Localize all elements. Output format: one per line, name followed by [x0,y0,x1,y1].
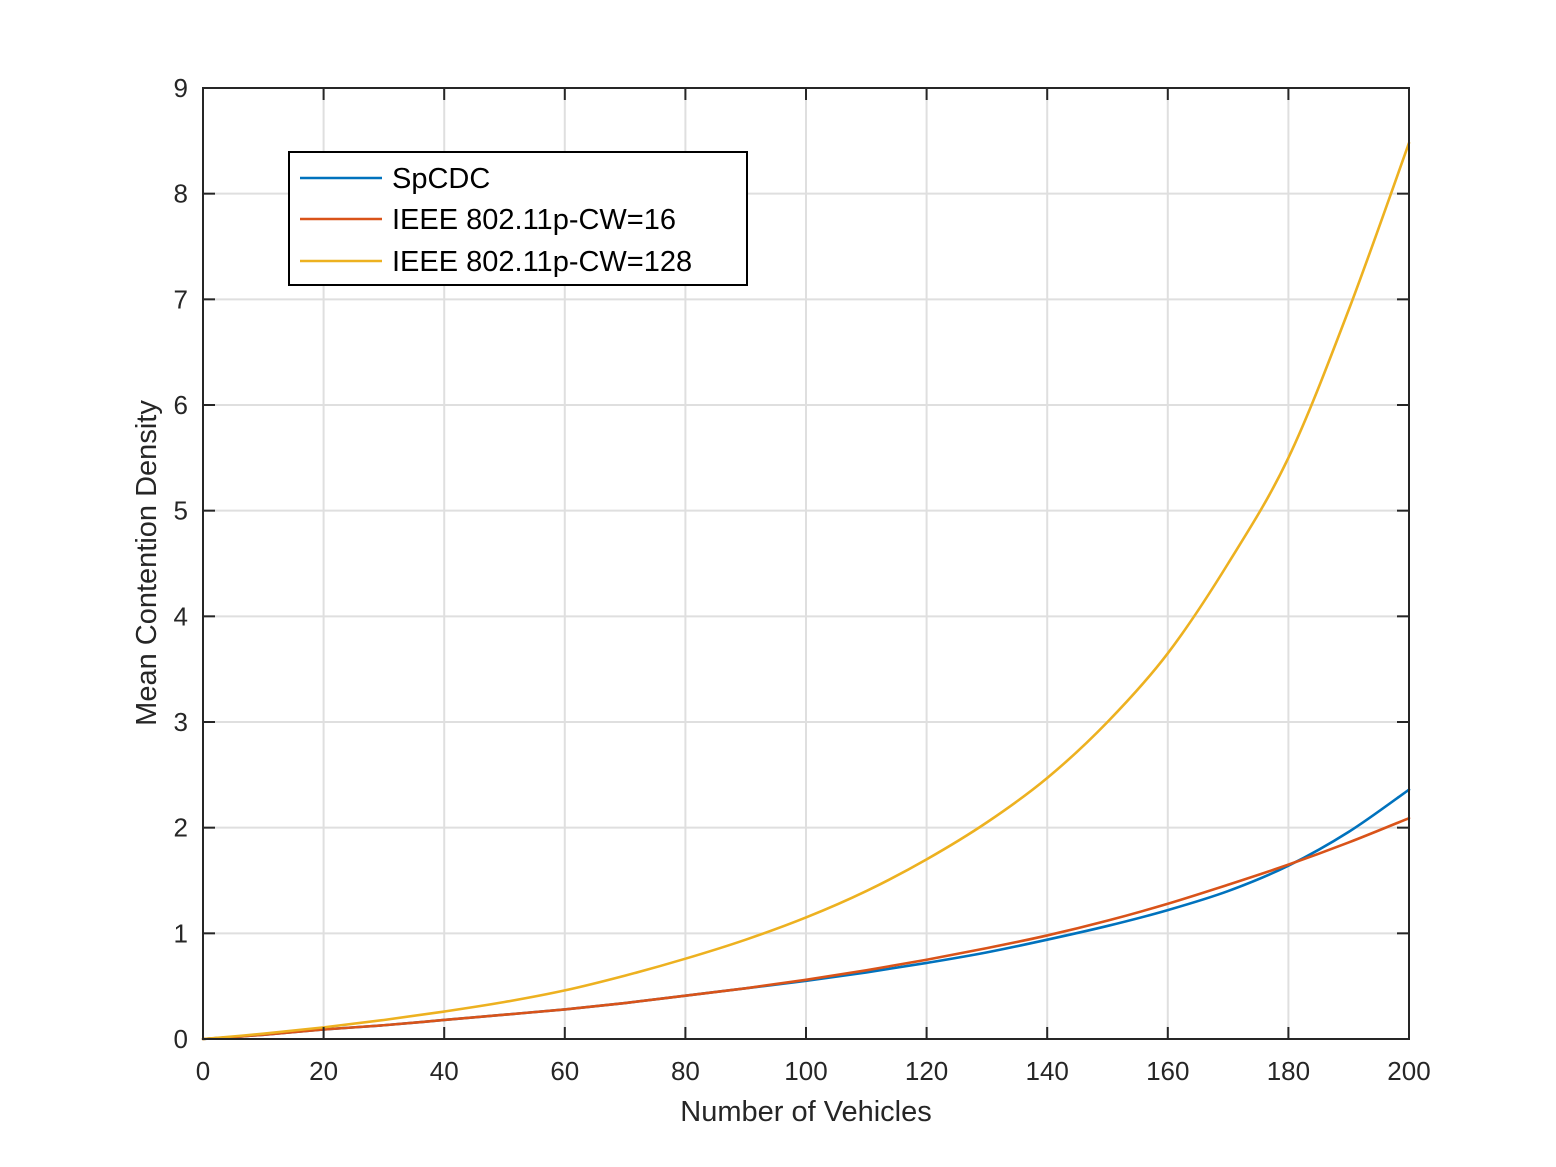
x-tick-label: 200 [1387,1056,1430,1086]
series-line-cw128 [201,141,1411,1041]
x-tick-label: 60 [550,1056,579,1086]
x-tick-label: 20 [309,1056,338,1086]
y-axis-label: Mean Contention Density [131,400,163,726]
y-tick-label: 0 [174,1024,188,1054]
tick-marks [202,87,1410,1040]
legend-label-spcdc: SpCDC [392,163,490,195]
y-tick-label: 7 [174,284,188,314]
y-tick-label: 3 [174,707,188,737]
y-tick-label: 8 [174,179,188,209]
y-tick-label: 9 [174,73,188,103]
x-tick-label: 180 [1267,1056,1310,1086]
x-tick-label: 140 [1026,1056,1069,1086]
x-tick-label: 120 [905,1056,948,1086]
x-tick-label: 0 [196,1056,210,1086]
y-tick-label: 1 [174,918,188,948]
x-axis-label: Number of Vehicles [680,1096,931,1128]
y-tick-labels: 0 1 2 3 4 5 6 7 8 9 [174,73,188,1054]
series-lines [201,141,1411,1041]
x-tick-label: 100 [784,1056,827,1086]
y-tick-label: 2 [174,813,188,843]
x-tick-label: 80 [671,1056,700,1086]
y-tick-label: 4 [174,601,188,631]
y-tick-label: 6 [174,390,188,420]
legend-label-cw16: IEEE 802.11p-CW=16 [392,204,676,236]
y-tick-label: 5 [174,496,188,526]
x-tick-label: 160 [1146,1056,1189,1086]
series-line-cw16 [201,816,1411,1041]
legend-label-cw128: IEEE 802.11p-CW=128 [392,246,692,278]
x-tick-label: 40 [430,1056,459,1086]
legend: SpCDC IEEE 802.11p-CW=16 IEEE 802.11p-CW… [288,151,748,286]
x-tick-labels: 0 20 40 60 80 100 120 140 160 180 200 [196,1056,1431,1086]
